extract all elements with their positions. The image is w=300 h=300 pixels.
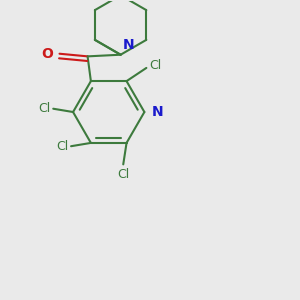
Text: N: N: [152, 105, 163, 119]
Text: Cl: Cl: [56, 140, 68, 153]
Text: Cl: Cl: [38, 102, 51, 115]
Text: Cl: Cl: [150, 59, 162, 72]
Text: O: O: [42, 47, 54, 61]
Text: Cl: Cl: [117, 168, 129, 181]
Text: N: N: [122, 38, 134, 52]
